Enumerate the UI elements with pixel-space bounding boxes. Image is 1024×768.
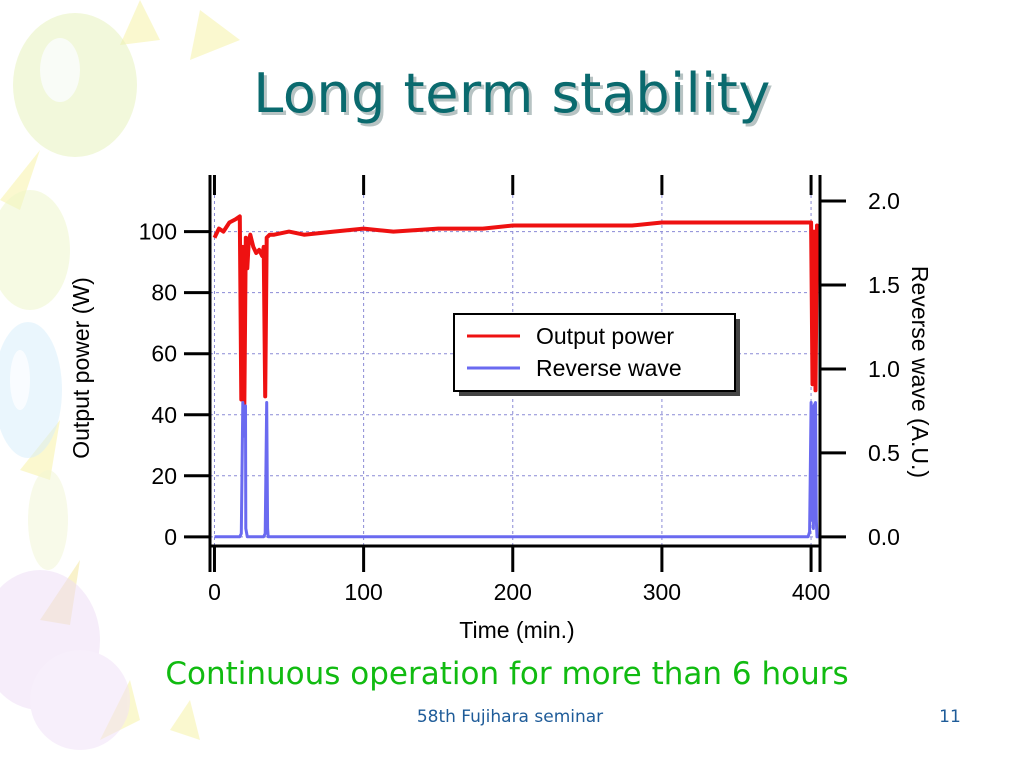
legend-label-output-power: Output power bbox=[536, 323, 674, 349]
y-tick-label-20: 20 bbox=[151, 463, 177, 489]
slide-caption: Continuous operation for more than 6 hou… bbox=[165, 656, 849, 692]
slide-title: Long term stability bbox=[253, 62, 771, 125]
x-tick-label-100: 100 bbox=[344, 579, 382, 605]
y-tick-label-40: 40 bbox=[151, 402, 177, 428]
page-number: 11 bbox=[939, 707, 961, 727]
y2-axis-label: Reverse wave (A.U.) bbox=[907, 266, 933, 478]
y2-tick-label-0.0: 0.0 bbox=[868, 524, 900, 550]
x-tick-label-200: 200 bbox=[494, 579, 532, 605]
y-tick-label-100: 100 bbox=[139, 219, 177, 245]
y2-tick-label-2.0: 2.0 bbox=[868, 188, 900, 214]
chart-legend: Output power Reverse wave bbox=[453, 313, 740, 396]
footer-text: 58th Fujihara seminar bbox=[416, 707, 604, 727]
y2-tick-label-0.5: 0.5 bbox=[868, 440, 900, 466]
y2-tick-label-1.5: 1.5 bbox=[868, 272, 900, 298]
series-lines bbox=[212, 214, 821, 539]
x-axis-label: Time (min.) bbox=[459, 617, 574, 643]
y-tick-label-0: 0 bbox=[164, 524, 177, 550]
x-tick-label-0: 0 bbox=[208, 579, 221, 605]
axes bbox=[184, 175, 846, 572]
x-tick-label-300: 300 bbox=[643, 579, 681, 605]
x-tick-label-400: 400 bbox=[792, 579, 830, 605]
y-tick-label-80: 80 bbox=[151, 280, 177, 306]
legend-label-reverse-wave: Reverse wave bbox=[536, 355, 682, 381]
y-axis-label: Output power (W) bbox=[68, 277, 94, 459]
y-tick-label-60: 60 bbox=[151, 341, 177, 367]
series-line-output-power bbox=[212, 214, 821, 411]
legend-box bbox=[453, 313, 736, 392]
series-line-reverse-wave bbox=[214, 401, 819, 539]
tick-labels: 0 100 200 300 400 0 20 40 60 80 100 0.0 0.5 1.0 1.5 2.0 bbox=[139, 188, 900, 605]
y2-tick-label-1.0: 1.0 bbox=[868, 356, 900, 382]
